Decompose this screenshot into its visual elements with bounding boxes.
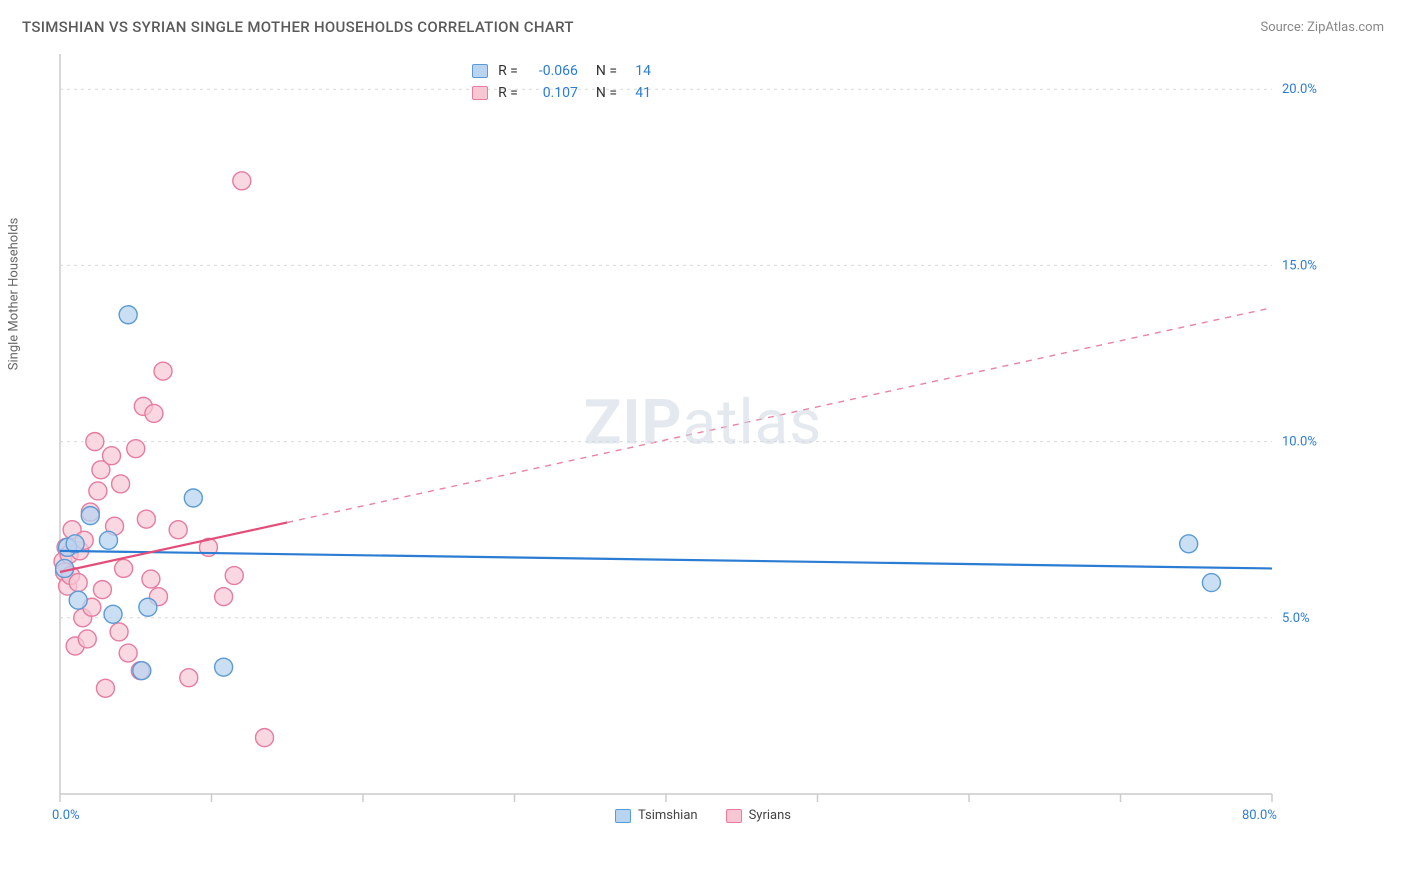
svg-text:15.0%: 15.0% — [1282, 258, 1317, 273]
legend-label: Syrians — [749, 808, 791, 823]
stat-legend-row: R =-0.066N =14 — [472, 60, 651, 82]
legend-swatch — [615, 809, 631, 823]
legend-label: Tsimshian — [638, 808, 698, 823]
chart-container: Single Mother Households 5.0%10.0%15.0%2… — [22, 44, 1384, 834]
correlation-legend: R =-0.066N =14R =0.107N =41 — [472, 60, 651, 104]
stat-legend-row: R =0.107N =41 — [472, 82, 651, 104]
legend-item: Tsimshian — [615, 808, 698, 823]
legend-item: Syrians — [726, 808, 791, 823]
x-tick-max: 80.0% — [1242, 808, 1277, 823]
legend-swatch — [472, 64, 488, 78]
legend-swatch — [472, 86, 488, 100]
y-axis-label: Single Mother Households — [7, 218, 22, 371]
svg-text:5.0%: 5.0% — [1282, 611, 1310, 626]
source-label: Source: ZipAtlas.com — [1260, 20, 1384, 35]
svg-text:10.0%: 10.0% — [1282, 435, 1317, 450]
svg-text:20.0%: 20.0% — [1282, 82, 1317, 97]
series-legend: Tsimshian Syrians — [615, 808, 791, 823]
x-tick-min: 0.0% — [52, 808, 80, 823]
legend-swatch — [726, 809, 742, 823]
chart-title: TSIMSHIAN VS SYRIAN SINGLE MOTHER HOUSEH… — [22, 18, 574, 36]
scatter-chart: 5.0% 10.0% 15.0% 20.0% — [22, 44, 1342, 834]
